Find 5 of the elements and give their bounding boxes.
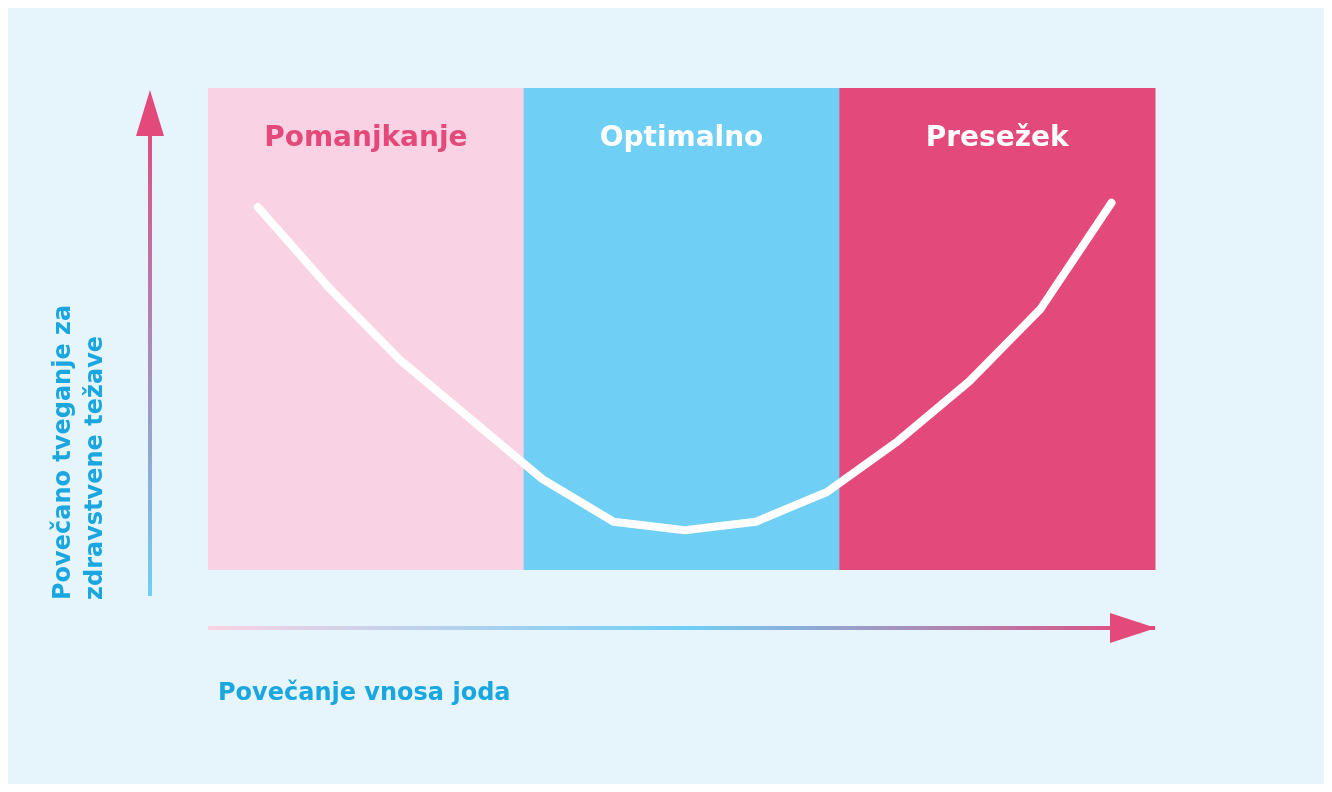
text: Optimalno — [599, 120, 764, 153]
x-axis-title: Povečanje vnosa joda — [218, 678, 511, 706]
y-axis-title: Povečano tveganje za zdravstvene težave — [47, 303, 109, 600]
text: Pomanjkanje — [264, 120, 468, 153]
text: Presežek — [925, 120, 1070, 153]
